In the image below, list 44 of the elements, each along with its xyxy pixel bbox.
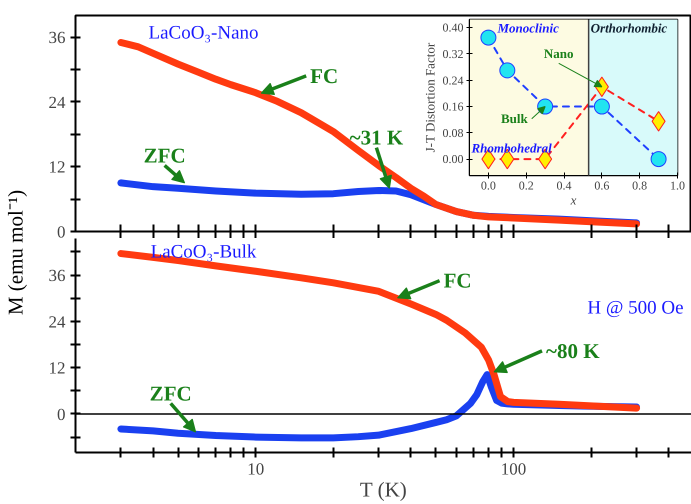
point (594, 98, 610, 115)
y-tick-label: 36 (48, 28, 66, 48)
annotation: Rhombohedral (470, 140, 552, 156)
point (499, 62, 516, 78)
x-tick-label: 10 (247, 460, 264, 478)
x-tick-label: 1.0 (670, 178, 685, 192)
chart-title: LaCoO₃-Nano (148, 22, 259, 44)
y-tick-label: 0.24 (442, 73, 464, 88)
y-axis-title: J-T Distortion Factor (422, 42, 438, 152)
annotation: ZFC (144, 143, 186, 168)
point (650, 151, 667, 168)
text: Nano (544, 46, 574, 61)
point (480, 30, 496, 46)
annotation: FC (444, 268, 472, 293)
x-tick-label: 0.0 (480, 178, 496, 192)
y-tick-label: 24 (48, 92, 66, 112)
y-tick-label: 0 (57, 222, 66, 242)
x-tick-label: 0.8 (632, 178, 648, 192)
y-tick-label: 36 (48, 266, 66, 286)
y-tick-label: 24 (48, 312, 66, 332)
y-tick-label: 0.40 (442, 20, 464, 35)
annotation: H @ 500 Oe (587, 298, 684, 318)
y-tick-label: 0.00 (442, 152, 464, 166)
y-axis-title: M (emu mol⁻¹) (4, 190, 28, 316)
annotation: ~31 K (350, 126, 404, 150)
band-label: Monoclinic (496, 20, 560, 36)
x-tick-label: 0.2 (518, 178, 534, 192)
chart-title: LaCoO₃-Bulk (150, 242, 257, 262)
y-tick-label: 0.32 (442, 46, 464, 61)
y-tick-label: 12 (48, 158, 66, 177)
x-tick-label: 0.4 (556, 178, 572, 192)
y-tick-label: 12 (48, 358, 66, 378)
annotation: FC (310, 64, 338, 88)
x-tick-label: 100 (500, 460, 526, 478)
x-axis-title: T (K) (360, 478, 407, 502)
y-tick-label: 0.08 (442, 126, 464, 140)
annotation: ~80 K (546, 338, 600, 363)
annotation: ZFC (150, 381, 192, 406)
band-label: Orthorhombic (590, 20, 668, 36)
y-tick-label: 0 (57, 404, 66, 424)
y-tick-label: 0.16 (442, 100, 464, 114)
x-axis-title: x (570, 192, 577, 208)
series-label: Bulk (500, 111, 528, 126)
x-tick-label: 0.6 (594, 178, 610, 192)
